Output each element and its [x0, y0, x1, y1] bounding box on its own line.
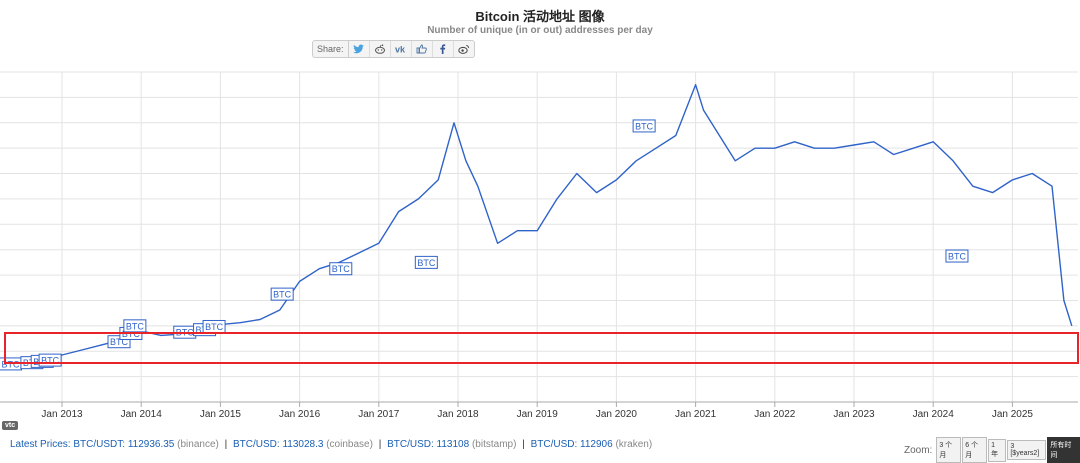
zoom-3y-button[interactable]: 3 [$years2]: [1007, 440, 1047, 460]
btc-flag[interactable]: BTC: [632, 119, 656, 133]
zoom-3m-button[interactable]: 3 个月: [936, 437, 962, 463]
price-value: 112906: [580, 439, 613, 450]
grid: [0, 71, 1078, 403]
btc-flag[interactable]: BTC: [202, 319, 226, 333]
btc-flag[interactable]: BTC: [123, 319, 147, 333]
price-item[interactable]: BTC/USD: 113108 (bitstamp): [384, 439, 519, 450]
flag-label: BTC: [2, 359, 21, 369]
divider: |: [522, 439, 525, 450]
flag-label: BTC: [635, 121, 654, 131]
btc-flag[interactable]: BTC: [945, 249, 969, 263]
like-icon[interactable]: [412, 41, 433, 57]
divider: |: [378, 439, 382, 450]
x-tick-label: Jan 2014: [121, 409, 163, 420]
x-tick-label: Jan 2015: [200, 409, 242, 420]
twitter-icon[interactable]: [349, 41, 370, 57]
zoom-label: Zoom:: [904, 444, 933, 456]
latest-prices: Latest Prices: BTC/USDT: 112936.35 (bina…: [10, 439, 652, 450]
chart-area: BTCBTCBTCBTCBTCBTCBTCBTCBTCBTCBTCBTCBTCB…: [0, 71, 1079, 420]
flag-label: BTC: [417, 258, 436, 268]
price-value: 112936.35: [127, 439, 175, 450]
zoom-controls: Zoom: 3 个月 6 个月 1 年 3 [$years2] 所有时间: [904, 437, 1080, 463]
x-tick-label: Jan 2021: [675, 409, 717, 420]
flag-label: BTC: [110, 337, 129, 347]
zoom-1y-button[interactable]: 1 年: [988, 438, 1007, 462]
flag-box: [270, 287, 294, 301]
facebook-icon[interactable]: [433, 41, 454, 57]
price-exchange: (binance): [177, 439, 219, 450]
btc-flag[interactable]: BTC: [270, 287, 294, 301]
flag-label: BTC: [126, 321, 145, 331]
divider: |: [224, 439, 228, 450]
chart-title: Bitcoin 活动地址 图像: [475, 9, 605, 24]
flag-label: BTC: [273, 290, 292, 300]
prices-label: Latest Prices:: [10, 439, 71, 450]
price-item[interactable]: BTC/USDT: 112936.35 (binance): [73, 439, 221, 450]
price-pair: BTC/USD:: [387, 439, 434, 450]
x-tick-label: Jan 2018: [437, 409, 479, 420]
price-exchange: (kraken): [615, 439, 653, 450]
x-tick-label: Jan 2025: [992, 409, 1034, 420]
chart-subtitle: Number of unique (in or out) addresses p…: [427, 25, 653, 36]
highlight-box: [4, 332, 1079, 364]
price-pair: BTC/USD:: [530, 439, 578, 450]
btc-flag[interactable]: BTC: [329, 262, 353, 276]
price-value: 113028.3: [282, 439, 324, 450]
flag-box: [414, 255, 438, 269]
price-item[interactable]: BTC/USD: 112906 (kraken): [528, 439, 653, 450]
flag-label: BTC: [41, 356, 60, 366]
price-pair: BTC/USD:: [233, 439, 280, 450]
price-pair: BTC/USDT:: [73, 439, 126, 450]
vtc-badge: vtc: [2, 421, 19, 430]
x-tick-label: Jan 2019: [517, 409, 559, 420]
flag-box: [632, 119, 656, 133]
x-tick-label: Jan 2016: [279, 409, 321, 420]
btc-flag[interactable]: BTC: [38, 353, 62, 367]
flag-box: [329, 262, 353, 276]
share-label: Share:: [313, 41, 349, 57]
flag-box: [945, 249, 969, 263]
vk-icon[interactable]: vk: [391, 41, 412, 57]
x-axis: Jan 2013 Jan 2014 Jan 2015 Jan 2016 Jan 2017…: [0, 401, 1078, 420]
svg-text:vk: vk: [395, 45, 406, 55]
x-tick-label: Jan 2020: [596, 409, 638, 420]
price-value: 113108: [436, 439, 470, 450]
flag-label: BTC: [205, 322, 224, 332]
flag-box: [123, 319, 147, 333]
reddit-icon[interactable]: [370, 41, 391, 57]
flag-label: BTC: [948, 252, 967, 262]
x-tick-label: Jan 2013: [41, 409, 83, 420]
flag-label: BTC: [332, 264, 351, 274]
price-exchange: (coinbase): [326, 439, 373, 450]
weibo-icon[interactable]: [454, 41, 474, 57]
price-exchange: (bitstamp): [471, 439, 517, 450]
x-tick-label: Jan 2024: [913, 409, 955, 420]
price-item[interactable]: BTC/USD: 113028.3 (coinbase): [230, 439, 375, 450]
share-bar: Share: vk: [312, 40, 475, 58]
zoom-all-button[interactable]: 所有时间: [1047, 437, 1080, 463]
zoom-6m-button[interactable]: 6 个月: [962, 437, 988, 463]
x-tick-label: Jan 2023: [833, 409, 875, 420]
x-tick-label: Jan 2017: [358, 409, 400, 420]
x-tick-label: Jan 2022: [754, 409, 796, 420]
btc-flag[interactable]: BTC: [414, 255, 438, 269]
